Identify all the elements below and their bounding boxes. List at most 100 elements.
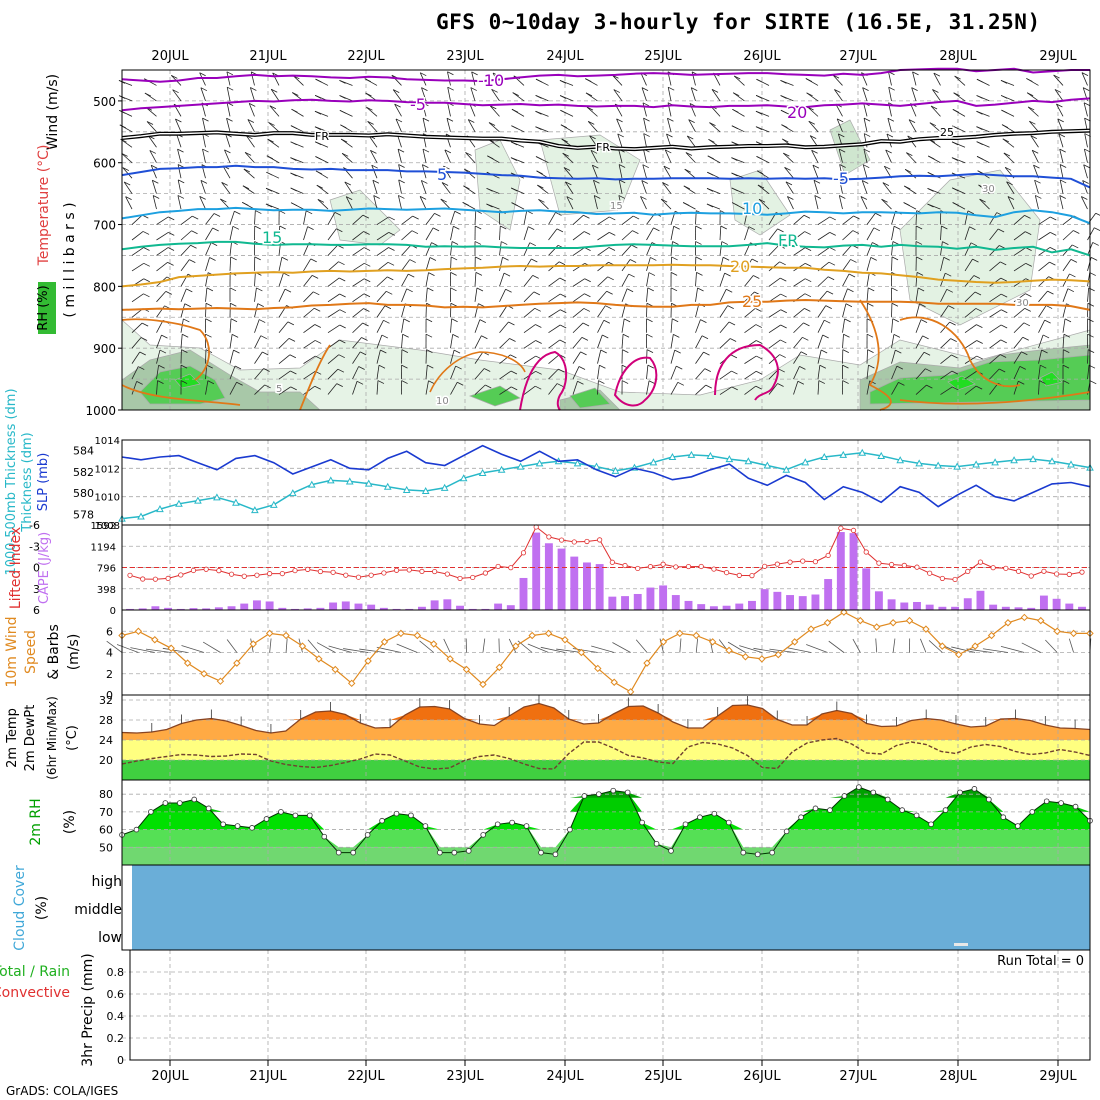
wind-barb-flag — [667, 117, 674, 122]
thickness-point — [972, 460, 980, 468]
cape-bar — [481, 608, 490, 610]
isotherm-25-lobe2 — [299, 344, 331, 411]
rh-point — [1072, 803, 1079, 810]
li-point — [939, 575, 945, 582]
wind-barb — [842, 288, 848, 302]
wind-barb — [156, 305, 165, 318]
wind-barb-flag — [451, 318, 458, 323]
wind-barb — [499, 225, 501, 241]
wind-barb — [474, 351, 484, 364]
li-point — [368, 572, 374, 578]
wind-barb-flag — [583, 214, 590, 219]
thickness-point — [744, 457, 753, 465]
wind10m-barb — [162, 647, 188, 653]
wind-barb — [793, 366, 800, 380]
cape-bar — [367, 604, 376, 610]
wind-barb — [888, 71, 892, 86]
wind-barb — [376, 334, 383, 349]
cape-bar — [519, 577, 528, 610]
wind-barb-flag — [906, 152, 913, 156]
wind-barb-flag — [671, 318, 679, 323]
wind-barb — [866, 227, 875, 241]
wind-barb-flag — [511, 187, 518, 192]
wind-barb — [597, 365, 600, 380]
rh-point — [437, 849, 443, 856]
wind-barb — [695, 303, 700, 318]
thickness-point — [877, 451, 886, 459]
wind-barb-flag — [646, 349, 654, 354]
isotherm-label: 15 — [262, 228, 282, 247]
wind-barb — [686, 135, 696, 148]
li-point — [482, 570, 489, 576]
wind-barb-flag — [682, 202, 690, 206]
rh-shade-mid1 — [474, 139, 521, 231]
rh-point — [480, 832, 486, 838]
wind-barb-flag — [722, 256, 730, 261]
li-point — [228, 571, 235, 577]
wind-barb-flag — [923, 351, 931, 356]
wind-barb-flag — [446, 117, 454, 122]
wind-barb-flag — [314, 141, 322, 146]
wind-barb — [842, 318, 845, 333]
wind10m-point — [265, 629, 274, 638]
isotherm-label: 25 — [940, 126, 954, 139]
cape-bar — [913, 601, 921, 610]
wind-barb-flag — [271, 88, 278, 93]
wind-barb — [270, 89, 280, 102]
wind-barb-flag — [479, 319, 487, 323]
wind-barb-flag — [427, 287, 434, 292]
wind-barb — [621, 288, 628, 302]
wind-barb — [470, 87, 476, 102]
wind-barb — [817, 320, 825, 333]
wind-barb-flag — [756, 156, 763, 160]
wind-barb — [808, 120, 819, 133]
wind-barb-flag — [642, 102, 650, 107]
cape-bar — [506, 605, 515, 610]
wind10m-barb — [359, 648, 385, 653]
cape-ytick: 398 — [97, 585, 116, 596]
wind-barb — [891, 241, 894, 256]
chart-title: GFS 0~10day 3-hourly for SIRTE (16.5E, 3… — [436, 10, 1041, 34]
wind-barb-flag — [250, 87, 257, 91]
wind-barb — [401, 244, 412, 256]
wind-barb-flag — [777, 228, 784, 233]
cape-bar — [963, 598, 972, 610]
wind-barb — [646, 380, 650, 395]
thickness-ytick: 578 — [73, 508, 94, 521]
cape-bar — [951, 606, 960, 610]
wind-barb — [641, 87, 647, 102]
wind-barb-flag — [227, 86, 234, 91]
wind-barb-flag — [1025, 262, 1032, 267]
wind-barb-flag — [979, 198, 986, 203]
wind-barb — [278, 272, 284, 287]
wind-barb — [131, 337, 142, 349]
wind10m-point — [512, 642, 520, 650]
precip-ytick: 0.6 — [107, 988, 125, 1001]
wind10m-point — [692, 631, 700, 640]
wind-barb-flag — [314, 324, 321, 328]
wind-barb-flag — [803, 322, 810, 327]
wind-barb-flag — [364, 78, 371, 83]
wind-barb-flag — [457, 381, 464, 386]
wind-barb — [491, 89, 500, 102]
wind-barb — [156, 247, 169, 256]
rh-point — [783, 828, 790, 835]
wind-barb-flag — [820, 349, 828, 354]
wind-barb — [376, 276, 388, 287]
wind-barb-flag — [756, 340, 763, 344]
wind-barb-flag — [511, 386, 518, 391]
wind-barb-flag — [976, 78, 984, 83]
wind-barb-flag — [256, 287, 263, 292]
wind-barb-flag — [555, 212, 562, 216]
wind-barb-flag — [616, 118, 623, 123]
wind-barb-flag — [387, 261, 395, 266]
wind-barb — [695, 384, 707, 395]
wind-barb — [618, 149, 623, 163]
wind-barb-flag — [290, 157, 297, 161]
wind-barb — [807, 106, 819, 117]
wind-barb — [278, 225, 281, 241]
li-ytick: 6 — [33, 604, 40, 617]
wind-barb-flag — [535, 126, 542, 131]
wind-barb — [376, 216, 389, 225]
day-label-top: 20JUL — [151, 49, 189, 64]
